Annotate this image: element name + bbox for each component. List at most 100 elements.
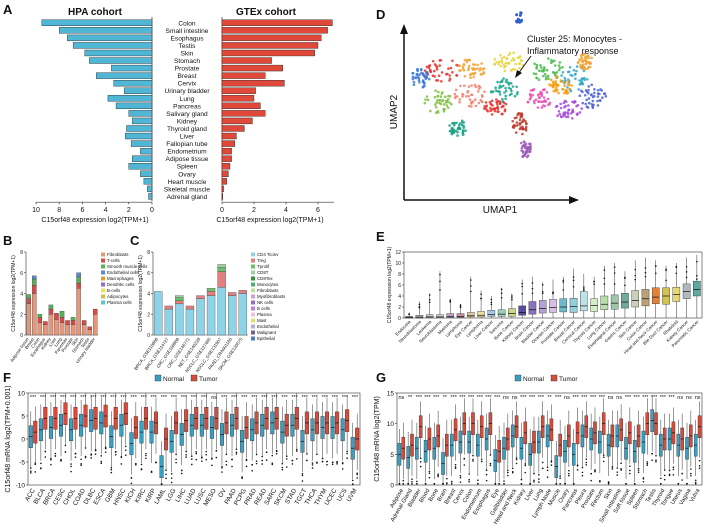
e-y-tick-label: 8 bbox=[398, 272, 401, 278]
paired-outlier bbox=[114, 453, 117, 456]
e-outlier bbox=[439, 289, 441, 291]
stacked-bar-segment bbox=[217, 271, 226, 288]
umap-cell-point bbox=[457, 64, 461, 67]
e-outlier bbox=[603, 277, 606, 280]
paired-category-label: Skin bbox=[603, 488, 614, 501]
stacked-category-label: Breast bbox=[24, 336, 36, 350]
hpa-bar bbox=[143, 178, 153, 185]
umap-cell-point bbox=[444, 95, 447, 99]
umap-cell-point bbox=[496, 107, 500, 110]
tissue-label: Esophagus bbox=[171, 35, 205, 42]
e-outlier bbox=[685, 271, 688, 273]
paired-outlier bbox=[620, 462, 622, 465]
legend-label: Treg bbox=[257, 258, 266, 263]
e-outlier bbox=[572, 285, 575, 288]
umap-cell-point bbox=[503, 109, 507, 113]
umap-cell-point bbox=[567, 104, 570, 107]
e-outlier bbox=[654, 265, 657, 267]
paired-outlier bbox=[255, 453, 258, 456]
paired-outlier bbox=[637, 467, 640, 470]
paired-outlier bbox=[30, 470, 32, 473]
tissue-label: Breast bbox=[177, 73, 196, 80]
paired-outlier bbox=[50, 458, 52, 461]
significance-label: ns bbox=[695, 395, 701, 401]
paired-outlier bbox=[301, 480, 304, 482]
paired-outlier bbox=[472, 458, 474, 461]
hpa-bar bbox=[113, 79, 153, 87]
umap-cell-point bbox=[542, 96, 546, 99]
e-outlier bbox=[480, 297, 482, 300]
umap-cell-point bbox=[517, 18, 521, 22]
umap-cell-point bbox=[477, 84, 481, 88]
umap-cell-point bbox=[578, 79, 581, 82]
paired-outlier bbox=[672, 468, 675, 471]
tissue-label: Salivary gland bbox=[166, 111, 208, 118]
stacked-bar-segment bbox=[185, 305, 195, 310]
paired-y-tick-label: 10 bbox=[387, 421, 395, 428]
significance-label: ns bbox=[211, 395, 217, 401]
gtex-bar bbox=[221, 170, 229, 177]
umap-cell-point bbox=[473, 68, 477, 71]
umap-cell-point bbox=[450, 102, 453, 106]
paired-outlier bbox=[398, 482, 401, 485]
legend-label: CD8Tex bbox=[257, 276, 273, 281]
umap-cell-point bbox=[585, 98, 588, 102]
paired-outlier bbox=[507, 474, 509, 477]
umap-cell-point bbox=[578, 94, 582, 97]
umap-cell-point bbox=[519, 11, 523, 15]
paired-outlier bbox=[190, 455, 193, 457]
umap-cell-point bbox=[585, 105, 589, 108]
umap-cell-point bbox=[502, 63, 506, 66]
umap-cell-point bbox=[549, 78, 553, 82]
umap-cell-point bbox=[524, 119, 527, 123]
umap-cell-point bbox=[539, 64, 542, 67]
umap-cell-point bbox=[583, 78, 586, 82]
umap-cell-point bbox=[436, 95, 440, 98]
umap-cell-point bbox=[561, 88, 564, 91]
umap-cell-point bbox=[501, 112, 504, 116]
umap-cell-point bbox=[520, 18, 524, 22]
paired-outlier bbox=[124, 445, 127, 448]
umap-cell-point bbox=[498, 90, 501, 94]
stacked-bar-segment bbox=[59, 310, 65, 318]
umap-cell-point bbox=[436, 111, 440, 114]
paired-outlier bbox=[285, 455, 288, 458]
umap-cell-point bbox=[456, 134, 459, 137]
legend-label: Endothelial bbox=[257, 324, 279, 329]
paired-outlier bbox=[145, 454, 147, 457]
paired-outlier bbox=[437, 475, 439, 478]
paired-outlier bbox=[54, 455, 57, 457]
umap-cell-point bbox=[498, 102, 502, 105]
umap-cell-point bbox=[558, 61, 562, 64]
e-outlier bbox=[531, 282, 534, 284]
significance-label: ns bbox=[398, 395, 404, 401]
umap-cell-point bbox=[436, 79, 440, 82]
umap-cell-point bbox=[477, 101, 481, 105]
umap-cell-point bbox=[522, 154, 525, 157]
stacked-bar-segment bbox=[26, 303, 32, 336]
panel-label-d: D bbox=[376, 7, 385, 22]
paired-outlier bbox=[450, 480, 453, 483]
paired-outlier bbox=[341, 468, 344, 470]
umap-cell-point bbox=[586, 78, 589, 81]
umap-cell-point bbox=[451, 59, 454, 63]
paired-outlier bbox=[550, 460, 553, 462]
paired-outlier bbox=[515, 458, 518, 461]
umap-cell-point bbox=[566, 111, 569, 114]
gtex-bar bbox=[221, 178, 228, 185]
umap-cell-point bbox=[585, 55, 588, 58]
paired-outlier bbox=[351, 479, 354, 482]
legend-swatch bbox=[101, 264, 105, 269]
umap-cell-point bbox=[551, 60, 555, 63]
e-box bbox=[487, 310, 496, 317]
paired-outlier bbox=[568, 472, 570, 475]
legend-swatch bbox=[101, 270, 105, 275]
paired-outlier bbox=[459, 474, 462, 477]
umap-cell-point bbox=[574, 100, 577, 104]
umap-cell-point bbox=[415, 72, 419, 76]
hpa-bar bbox=[130, 140, 153, 147]
umap-cell-point bbox=[544, 77, 548, 81]
significance-label: *** bbox=[30, 395, 37, 401]
paired-outlier bbox=[351, 483, 354, 485]
paired-outlier bbox=[211, 457, 213, 460]
